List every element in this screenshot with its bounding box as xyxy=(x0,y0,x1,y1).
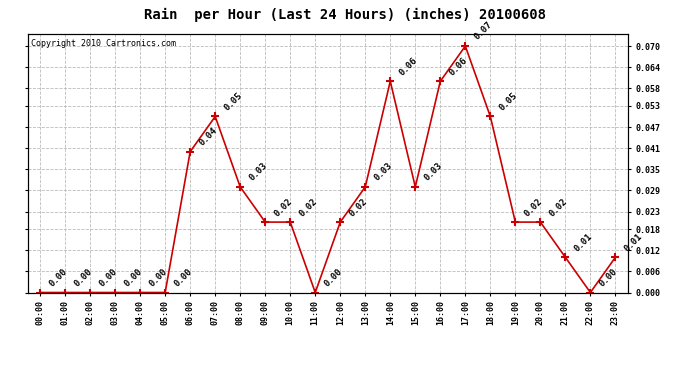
Text: 0.00: 0.00 xyxy=(47,267,68,288)
Text: 0.00: 0.00 xyxy=(122,267,144,288)
Text: 0.00: 0.00 xyxy=(598,267,619,288)
Text: 0.05: 0.05 xyxy=(222,91,244,112)
Text: 0.05: 0.05 xyxy=(497,91,519,112)
Text: 0.01: 0.01 xyxy=(572,231,594,253)
Text: 0.02: 0.02 xyxy=(547,196,569,218)
Text: 0.04: 0.04 xyxy=(197,126,219,147)
Text: 0.00: 0.00 xyxy=(72,267,94,288)
Text: Rain  per Hour (Last 24 Hours) (inches) 20100608: Rain per Hour (Last 24 Hours) (inches) 2… xyxy=(144,8,546,22)
Text: 0.03: 0.03 xyxy=(247,161,268,183)
Text: 0.06: 0.06 xyxy=(447,56,469,77)
Text: 0.01: 0.01 xyxy=(622,231,644,253)
Text: 0.00: 0.00 xyxy=(97,267,119,288)
Text: 0.02: 0.02 xyxy=(272,196,294,218)
Text: 0.00: 0.00 xyxy=(322,267,344,288)
Text: 0.03: 0.03 xyxy=(372,161,394,183)
Text: 0.02: 0.02 xyxy=(297,196,319,218)
Text: 0.06: 0.06 xyxy=(397,56,419,77)
Text: 0.00: 0.00 xyxy=(172,267,194,288)
Text: 0.00: 0.00 xyxy=(147,267,168,288)
Text: 0.03: 0.03 xyxy=(422,161,444,183)
Text: 0.07: 0.07 xyxy=(472,20,494,42)
Text: 0.02: 0.02 xyxy=(522,196,544,218)
Text: Copyright 2010 Cartronics.com: Copyright 2010 Cartronics.com xyxy=(30,39,175,48)
Text: 0.02: 0.02 xyxy=(347,196,368,218)
